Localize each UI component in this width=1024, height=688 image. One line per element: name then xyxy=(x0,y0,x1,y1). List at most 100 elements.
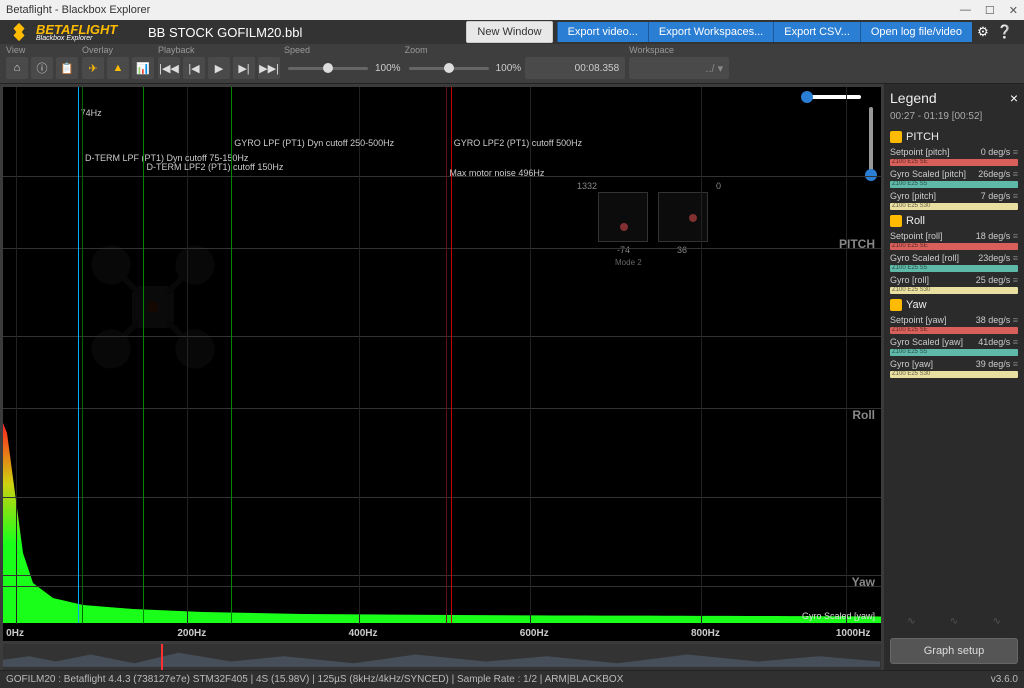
status-left: GOFILM20 : Betaflight 4.4.3 (738127e7e) … xyxy=(6,674,623,685)
speed-label: Speed xyxy=(284,45,401,55)
stick-val-lb: -74 xyxy=(617,245,630,255)
export-workspaces-button[interactable]: Export Workspaces... xyxy=(648,22,773,42)
playback-label: Playback xyxy=(158,45,280,55)
wave-icon: ∿ xyxy=(992,616,1000,627)
overlay-sticks-button[interactable]: ▲ xyxy=(107,57,129,79)
legend-bar: Z100 E25 S5 xyxy=(890,181,1018,188)
xaxis-tick: 1000Hz xyxy=(836,628,870,639)
open-log-button[interactable]: Open log file/video xyxy=(860,22,972,42)
graph-setup-button[interactable]: Graph setup xyxy=(890,638,1018,664)
close-icon[interactable]: ✕ xyxy=(1009,4,1018,17)
overlay-label: Overlay xyxy=(82,45,154,55)
xaxis-tick: 200Hz xyxy=(177,628,206,639)
speed-slider[interactable] xyxy=(284,57,372,79)
legend-row[interactable]: Setpoint [roll]18 deg/s ≡ xyxy=(890,230,1018,242)
toolbar: View ⌂ ⓘ 📋 Overlay ✈ ▲ 📊 Playback |◀◀ |◀… xyxy=(0,44,1024,84)
view-label: View xyxy=(6,45,78,55)
legend-row[interactable]: Gyro [roll]25 deg/s ≡ xyxy=(890,274,1018,286)
wave-icon: ∿ xyxy=(907,616,915,627)
app-logo: BETAFLIGHT Blackbox Explorer xyxy=(8,21,138,43)
legend-close-icon[interactable]: × xyxy=(1010,90,1018,106)
legend-panel: Legend × 00:27 - 01:19 [00:52] PITCH Setp… xyxy=(884,84,1024,670)
zoom-slider[interactable] xyxy=(405,57,493,79)
skip-end-button[interactable]: ▶▶| xyxy=(258,57,280,79)
clipboard-button[interactable]: 📋 xyxy=(56,57,78,79)
xaxis-tick: 0Hz xyxy=(6,628,24,639)
legend-group: Yaw Setpoint [yaw]38 deg/s ≡Z100 E25 SE Gy… xyxy=(890,299,1018,379)
legend-wave-icons: ∿ ∿ ∿ xyxy=(890,610,1018,633)
bee-icon xyxy=(8,21,30,43)
speed-value: 100% xyxy=(375,63,401,74)
legend-bar: Z100 E25 S5 xyxy=(890,349,1018,356)
marker-label: D-TERM LPF2 (PT1) cutoff 150Hz xyxy=(146,162,283,172)
legend-row[interactable]: Gyro Scaled [yaw]41deg/s ≡ xyxy=(890,336,1018,348)
status-bar: GOFILM20 : Betaflight 4.4.3 (738127e7e) … xyxy=(0,670,1024,688)
checkbox-icon[interactable] xyxy=(890,215,902,227)
xaxis-tick: 600Hz xyxy=(520,628,549,639)
legend-row[interactable]: Gyro Scaled [pitch]26deg/s ≡ xyxy=(890,168,1018,180)
legend-bar: Z100 E25 S5 xyxy=(890,265,1018,272)
overlay-chart-button[interactable]: 📊 xyxy=(132,57,154,79)
export-video-button[interactable]: Export video... xyxy=(557,22,648,42)
app-header: BETAFLIGHT Blackbox Explorer BB STOCK GO… xyxy=(0,20,1024,44)
legend-bar: Z100 E25 S30 xyxy=(890,203,1018,210)
marker-label: 74Hz xyxy=(81,108,102,118)
bottom-right-label: Gyro Scaled [yaw] xyxy=(802,611,875,621)
gear-icon[interactable]: ⚙ xyxy=(972,24,994,40)
channel-label: Roll xyxy=(852,408,875,422)
spectrum-plot xyxy=(3,423,881,623)
stick-val-rb: 36 xyxy=(677,245,687,255)
zoom-value: 100% xyxy=(496,63,522,74)
window-titlebar: Betaflight - Blackbox Explorer — ☐ ✕ xyxy=(0,0,1024,20)
legend-group: RollSetpoint [roll]18 deg/s ≡Z100 E25 SE… xyxy=(890,215,1018,295)
legend-row[interactable]: Setpoint [pitch]0 deg/s ≡ xyxy=(890,146,1018,158)
window-controls[interactable]: — ☐ ✕ xyxy=(960,4,1018,17)
vertical-range-slider[interactable] xyxy=(869,107,873,177)
step-fwd-button[interactable]: ▶| xyxy=(233,57,255,79)
file-title: BB STOCK GOFILM20.bbl xyxy=(148,25,302,40)
legend-bar: Z100 E25 S30 xyxy=(890,287,1018,294)
new-window-button[interactable]: New Window xyxy=(466,21,552,43)
legend-group-title[interactable]: Yaw xyxy=(890,299,1018,311)
export-csv-button[interactable]: Export CSV... xyxy=(773,22,860,42)
marker-label: Max motor noise 496Hz xyxy=(449,168,544,178)
help-icon[interactable]: ❔ xyxy=(994,24,1016,40)
overlay-drone-button[interactable]: ✈ xyxy=(82,57,104,79)
legend-group-title[interactable]: PITCH xyxy=(890,131,1018,143)
legend-row[interactable]: Gyro [yaw]39 deg/s ≡ xyxy=(890,358,1018,370)
spectrum-graph[interactable]: 1332 -74 Mode 2 0 36 Gyro Scaled [yaw] 0… xyxy=(3,87,881,641)
maximize-icon[interactable]: ☐ xyxy=(985,4,995,17)
timeline-wave xyxy=(3,644,880,667)
info-button[interactable]: ⓘ xyxy=(31,57,53,79)
minimize-icon[interactable]: — xyxy=(960,4,971,17)
legend-title: Legend xyxy=(890,90,937,106)
legend-row[interactable]: Setpoint [yaw]38 deg/s ≡ xyxy=(890,314,1018,326)
play-button[interactable]: ▶ xyxy=(208,57,230,79)
legend-bar: Z100 E25 SE xyxy=(890,159,1018,166)
legend-bar: Z100 E25 SE xyxy=(890,327,1018,334)
timeline-playhead[interactable] xyxy=(161,644,163,670)
legend-row[interactable]: Gyro [pitch]7 deg/s ≡ xyxy=(890,190,1018,202)
channel-label: Yaw xyxy=(852,575,875,589)
time-display[interactable]: 00:08.358 xyxy=(525,57,625,79)
stick-mode: Mode 2 xyxy=(615,258,642,267)
legend-bar: Z100 E25 S30 xyxy=(890,371,1018,378)
legend-group-title[interactable]: Roll xyxy=(890,215,1018,227)
status-version: v3.6.0 xyxy=(991,674,1018,685)
channel-label: PITCH xyxy=(839,237,875,251)
legend-time: 00:27 - 01:19 [00:52] xyxy=(890,111,1018,122)
xaxis-tick: 400Hz xyxy=(349,628,378,639)
legend-row[interactable]: Gyro Scaled [roll]23deg/s ≡ xyxy=(890,252,1018,264)
xaxis-tick: 800Hz xyxy=(691,628,720,639)
step-back-button[interactable]: |◀ xyxy=(183,57,205,79)
skip-start-button[interactable]: |◀◀ xyxy=(158,57,180,79)
timeline[interactable] xyxy=(3,644,881,670)
checkbox-icon[interactable] xyxy=(890,299,902,311)
legend-group: PITCHSetpoint [pitch]0 deg/s ≡Z100 E25 S… xyxy=(890,131,1018,211)
home-button[interactable]: ⌂ xyxy=(6,57,28,79)
checkbox-icon[interactable] xyxy=(890,131,902,143)
stick-val-right: 0 xyxy=(716,181,721,191)
workspace-select[interactable]: ../ ▾ xyxy=(629,57,729,79)
marker-label: GYRO LPF2 (PT1) cutoff 500Hz xyxy=(454,138,582,148)
top-range-slider[interactable] xyxy=(805,95,861,99)
